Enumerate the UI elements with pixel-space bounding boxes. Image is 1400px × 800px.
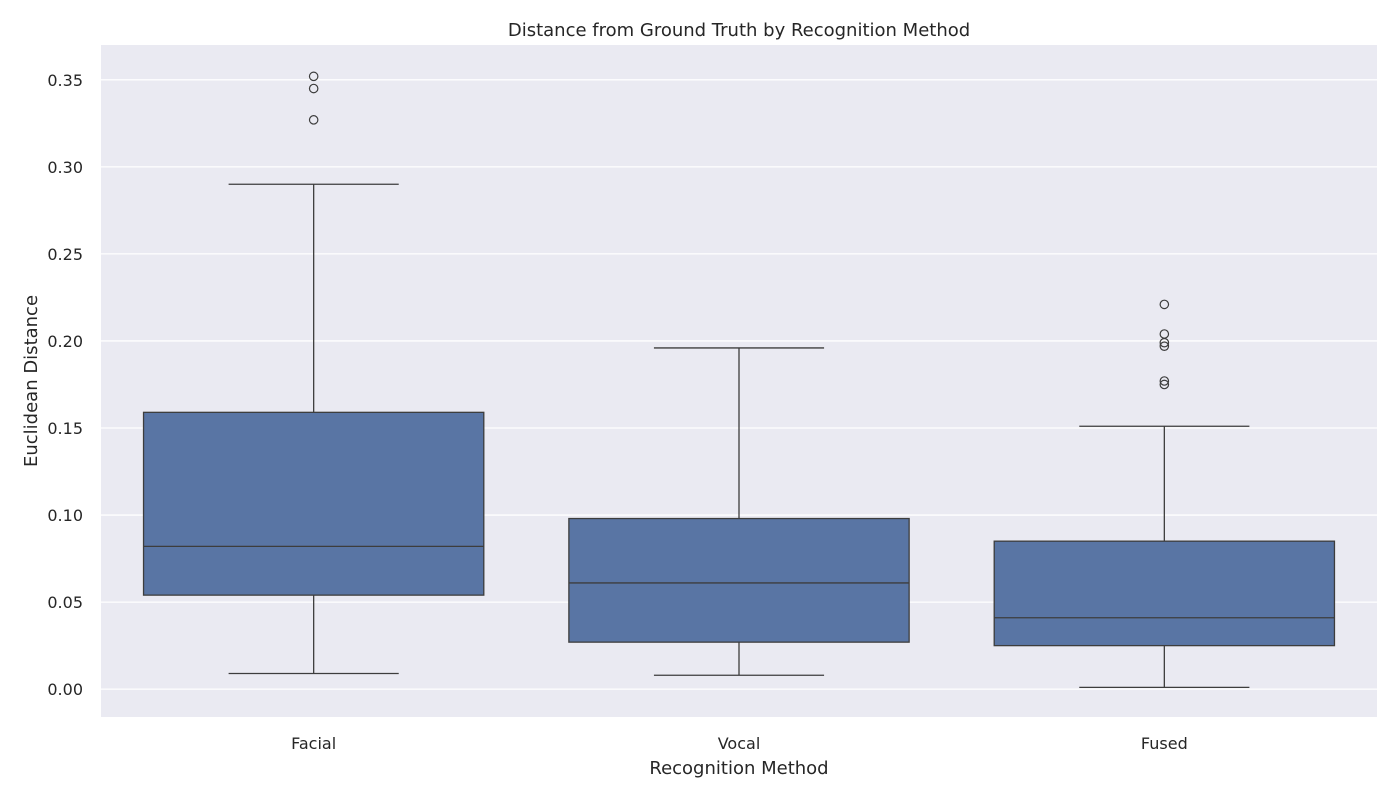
outlier-point (1159, 329, 1170, 339)
y-tick-label: 0.25 (47, 245, 83, 264)
y-tick-label: 0.15 (47, 419, 83, 438)
box-facial (142, 71, 485, 675)
x-tick-labels: Facial Vocal Fused (291, 734, 1188, 753)
y-tick-label: 0.30 (47, 158, 83, 177)
outlier-point (1159, 299, 1170, 310)
x-tick-label: Facial (291, 734, 336, 753)
boxes (142, 71, 1336, 689)
box-iqr (568, 517, 910, 643)
outlier-point (1159, 341, 1170, 351)
y-tick-label: 0.20 (47, 332, 83, 351)
x-axis-label: Recognition Method (649, 758, 828, 779)
box-vocal (568, 347, 910, 676)
box-fused (993, 299, 1336, 689)
x-tick-label: Fused (1141, 734, 1188, 753)
outlier-point (308, 83, 319, 94)
outlier-point (308, 115, 319, 125)
outlier-point (1159, 379, 1170, 390)
outlier-point (308, 71, 319, 82)
chart-title: Distance from Ground Truth by Recognitio… (508, 20, 970, 41)
y-tick-label: 0.05 (47, 593, 83, 612)
y-tick-labels: 0.00 0.05 0.10 0.15 0.20 0.25 0.30 0.35 (47, 71, 83, 699)
box-iqr (142, 411, 485, 596)
box-iqr (993, 540, 1336, 647)
y-tick-label: 0.35 (47, 71, 83, 90)
outlier-point (1159, 376, 1170, 386)
y-tick-label: 0.00 (47, 680, 83, 699)
y-tick-label: 0.10 (47, 506, 83, 525)
y-axis-label: Euclidean Distance (21, 295, 42, 467)
x-tick-label: Vocal (718, 734, 761, 753)
